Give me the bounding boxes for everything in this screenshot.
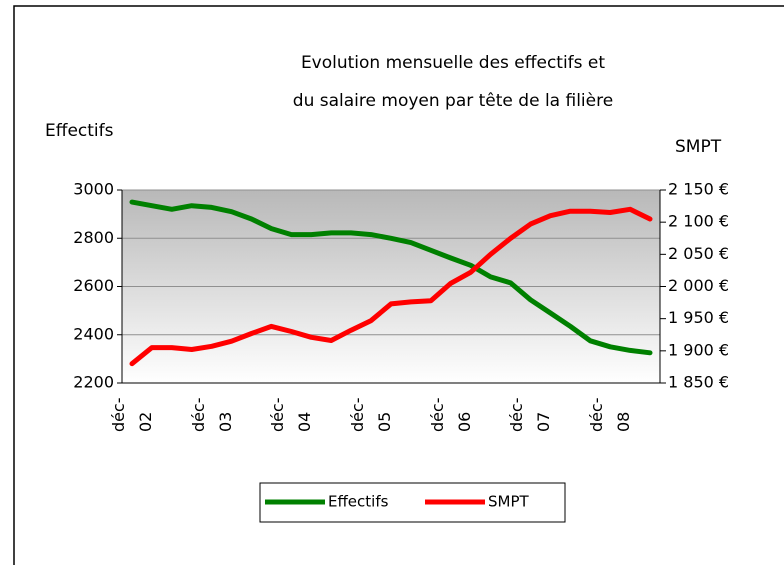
y2-tick-label: 1 950 € (668, 308, 729, 327)
x-tick-label: déc-02 (108, 397, 155, 432)
y2-tick-label: 2 050 € (668, 244, 729, 263)
x-tick-label: déc-08 (587, 397, 634, 432)
y-tick-label: 3000 (73, 180, 114, 199)
y-axis-title: Effectifs (45, 121, 114, 141)
x-tick-label: déc-06 (427, 397, 474, 432)
y2-tick-label: 2 100 € (668, 212, 729, 231)
legend-label: Effectifs (328, 493, 389, 511)
series-line (129, 199, 653, 356)
x-tick-label: déc-04 (268, 397, 315, 432)
legend-label: SMPT (488, 493, 530, 511)
y-tick-label: 2400 (73, 324, 114, 343)
y2-axis-title: SMPT (675, 137, 722, 157)
chart-title: Evolution mensuelle des effectifs et (301, 53, 605, 73)
series-line (129, 206, 653, 367)
y-tick-label: 2600 (73, 276, 114, 295)
x-tick-label: déc-07 (507, 397, 554, 432)
x-tick-label: déc-03 (188, 397, 235, 432)
x-tick-label: déc-05 (348, 397, 395, 432)
y2-tick-label: 1 850 € (668, 373, 729, 392)
y-tick-label: 2200 (73, 373, 114, 392)
y2-tick-label: 2 150 € (668, 180, 729, 199)
chart-title: du salaire moyen par tête de la filière (293, 91, 613, 111)
y2-tick-label: 1 900 € (668, 340, 729, 359)
y-tick-label: 2800 (73, 228, 114, 247)
y2-tick-label: 2 000 € (668, 276, 729, 295)
